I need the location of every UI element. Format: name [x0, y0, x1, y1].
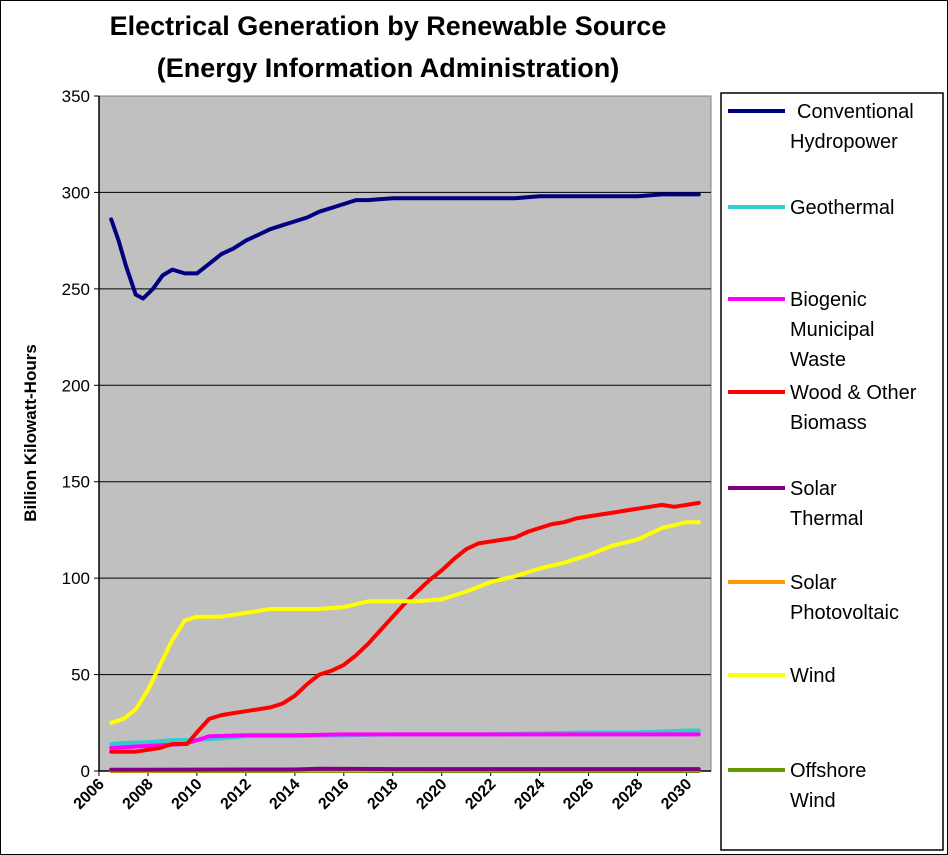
y-axis-label: Billion Kilowatt-Hours	[21, 344, 40, 522]
legend-label-solar-photovoltaic: Photovoltaic	[790, 602, 899, 624]
legend-label-conventional-hydropower: Conventional	[797, 101, 914, 123]
series-lines	[109, 192, 701, 773]
y-tick-label: 250	[62, 280, 90, 299]
legend-label-biogenic-municipal-waste: Municipal	[790, 319, 874, 341]
legend-label-offshore-wind: Offshore	[790, 760, 866, 782]
x-tick-label: 2022	[462, 776, 499, 813]
x-tick-label: 2010	[169, 776, 206, 813]
legend-label-geothermal: Geothermal	[790, 197, 895, 219]
legend-label-solar-thermal: Thermal	[790, 508, 863, 530]
legend-label-offshore-wind: Wind	[790, 790, 836, 812]
y-tick-label: 50	[71, 666, 90, 685]
legend-label-wood-other-biomass: Wood & Other	[790, 382, 917, 404]
legend-box	[720, 92, 944, 851]
legend-label-biogenic-municipal-waste: Waste	[790, 349, 846, 371]
y-tick-label: 100	[62, 569, 90, 588]
x-tick-label: 2024	[511, 776, 548, 813]
plot-area	[98, 95, 712, 772]
y-tick-label: 300	[62, 183, 90, 202]
series-line-wind	[109, 520, 701, 725]
y-tick-label: 200	[62, 376, 90, 395]
x-tick-label: 2028	[609, 776, 646, 813]
x-tick-label: 2026	[560, 776, 597, 813]
y-tick-label: 0	[81, 762, 90, 781]
x-tick-label: 2018	[364, 776, 401, 813]
legend-label-solar-photovoltaic: Solar	[790, 572, 837, 594]
chart-title-line-1: Electrical Generation by Renewable Sourc…	[110, 11, 667, 41]
x-tick-label: 2016	[315, 776, 352, 813]
x-tick-label: 2020	[413, 776, 450, 813]
y-tick-label: 150	[62, 473, 90, 492]
series-line-solar-thermal	[109, 766, 701, 772]
series-line-conventional-hydropower	[109, 192, 701, 301]
legend-label-wind: Wind	[790, 665, 836, 687]
x-tick-label: 2014	[266, 776, 303, 813]
chart-title-line-2: (Energy Information Administration)	[157, 53, 620, 83]
x-tick-label: 2012	[218, 776, 255, 813]
legend-label-conventional-hydropower: Hydropower	[790, 131, 898, 153]
legend-label-solar-thermal: Solar	[790, 478, 837, 500]
legend-label-biogenic-municipal-waste: Biogenic	[790, 289, 867, 311]
legend: Conventional Hydropower Geothermal Biogenic…	[728, 101, 917, 812]
x-tick-label: 2006	[71, 776, 108, 813]
series-line-biogenic-municipal-waste	[109, 732, 701, 750]
legend-label-wood-other-biomass: Biomass	[790, 412, 867, 434]
y-tick-label: 350	[62, 87, 90, 106]
x-tick-label: 2008	[120, 776, 157, 813]
gridlines	[99, 191, 711, 676]
x-tick-label: 2030	[658, 776, 695, 813]
